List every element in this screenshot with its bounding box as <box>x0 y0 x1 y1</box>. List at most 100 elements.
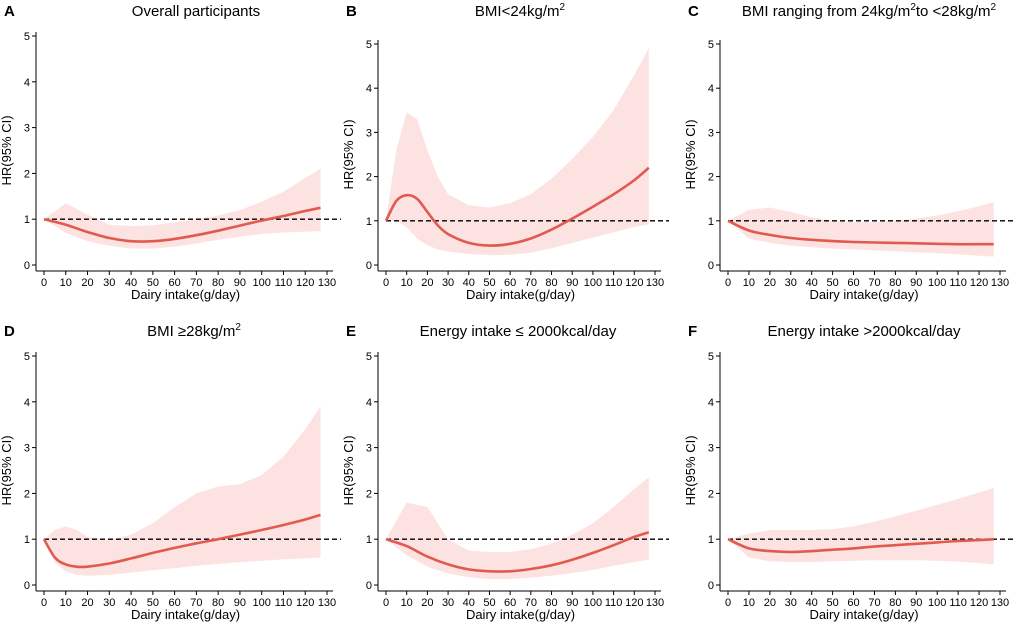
y-tick-label: 5 <box>24 351 30 363</box>
x-tick-label: 20 <box>81 597 93 609</box>
y-axis-title: HR(95% CI) <box>0 435 14 505</box>
y-tick-label: 0 <box>24 260 30 272</box>
y-axis-title: HR(95% CI) <box>341 435 356 505</box>
x-tick-label: 40 <box>806 597 818 609</box>
x-tick-label: 90 <box>566 277 578 289</box>
x-tick-label: 0 <box>725 277 731 289</box>
y-tick-label: 1 <box>366 216 372 228</box>
x-tick-label: 110 <box>275 597 293 609</box>
panel-title: BMI ranging from 24kg/m2to <28kg/m2 <box>742 2 997 20</box>
x-tick-label: 130 <box>646 277 664 289</box>
x-tick-label: 20 <box>421 597 433 609</box>
x-tick-label: 130 <box>991 277 1009 289</box>
y-tick-label: 5 <box>366 351 372 363</box>
x-tick-label: 90 <box>566 597 578 609</box>
hr-curve <box>42 513 321 569</box>
y-tick-label: 2 <box>708 488 714 500</box>
x-tick-label: 50 <box>483 277 495 289</box>
panel-letter: B <box>346 3 357 20</box>
x-tick-label: 80 <box>545 597 557 609</box>
y-tick-label: 3 <box>708 127 714 139</box>
x-tick-label: 60 <box>168 277 180 289</box>
x-tick-label: 0 <box>41 597 47 609</box>
confidence-band <box>386 477 649 579</box>
y-axis-title: HR(95% CI) <box>683 119 698 189</box>
y-tick-label: 2 <box>24 488 30 500</box>
x-tick-label: 80 <box>212 277 224 289</box>
x-tick-label: 110 <box>275 277 293 289</box>
panel-letter: E <box>346 323 356 340</box>
x-tick-label: 120 <box>625 277 643 289</box>
panel-letter: F <box>688 323 697 340</box>
x-tick-label: 90 <box>234 277 246 289</box>
hr-curve <box>384 166 650 247</box>
y-tick-label: 4 <box>708 397 714 409</box>
x-tick-label: 10 <box>743 277 755 289</box>
x-tick-label: 60 <box>168 597 180 609</box>
confidence-band <box>728 202 994 257</box>
y-tick-label: 2 <box>366 488 372 500</box>
x-axis-title: Dairy intake(g/day) <box>131 607 240 622</box>
x-tick-label: 80 <box>545 277 557 289</box>
y-tick-label: 3 <box>708 443 714 455</box>
x-tick-label: 0 <box>41 277 47 289</box>
x-tick-label: 70 <box>525 277 537 289</box>
x-tick-label: 70 <box>868 277 880 289</box>
hr-curve <box>727 219 994 246</box>
x-tick-label: 30 <box>785 597 797 609</box>
y-tick-label: 2 <box>366 172 372 184</box>
x-tick-label: 60 <box>847 277 859 289</box>
y-tick-label: 1 <box>24 214 30 226</box>
x-tick-label: 110 <box>949 277 967 289</box>
y-tick-label: 0 <box>708 580 714 592</box>
x-tick-label: 130 <box>318 277 336 289</box>
y-tick-label: 3 <box>24 123 30 135</box>
x-tick-label: 50 <box>826 597 838 609</box>
x-tick-label: 30 <box>785 277 797 289</box>
y-tick-label: 5 <box>366 39 372 51</box>
x-tick-label: 70 <box>868 597 880 609</box>
x-tick-label: 120 <box>970 277 988 289</box>
x-tick-label: 120 <box>970 597 988 609</box>
y-axis-title: HR(95% CI) <box>341 119 356 189</box>
panel-title: BMI<24kg/m2 <box>475 2 566 20</box>
x-tick-label: 100 <box>928 597 946 609</box>
x-tick-label: 30 <box>103 597 115 609</box>
y-tick-label: 3 <box>366 127 372 139</box>
x-tick-label: 10 <box>401 277 413 289</box>
y-tick-label: 3 <box>24 443 30 455</box>
y-tick-label: 1 <box>366 534 372 546</box>
panel-letter: C <box>688 3 699 20</box>
y-tick-label: 4 <box>366 83 372 95</box>
x-tick-label: 0 <box>725 597 731 609</box>
x-tick-label: 50 <box>483 597 495 609</box>
x-axis-title: Dairy intake(g/day) <box>809 607 918 622</box>
x-tick-label: 60 <box>504 277 516 289</box>
confidence-band <box>386 48 649 256</box>
y-tick-label: 1 <box>24 534 30 546</box>
y-axis-title: HR(95% CI) <box>0 115 14 185</box>
x-tick-label: 40 <box>125 277 137 289</box>
confidence-band <box>44 168 321 249</box>
x-tick-label: 110 <box>605 277 623 289</box>
y-tick-label: 4 <box>366 397 372 409</box>
y-tick-label: 0 <box>24 580 30 592</box>
x-tick-label: 30 <box>442 597 454 609</box>
x-tick-label: 110 <box>949 597 967 609</box>
x-tick-label: 10 <box>743 597 755 609</box>
x-tick-label: 90 <box>910 277 922 289</box>
y-tick-label: 4 <box>24 397 30 409</box>
y-tick-label: 3 <box>366 443 372 455</box>
y-tick-label: 5 <box>24 31 30 43</box>
x-tick-label: 130 <box>318 597 336 609</box>
x-tick-label: 0 <box>383 597 389 609</box>
x-axis-title: Dairy intake(g/day) <box>466 287 575 302</box>
x-tick-label: 20 <box>764 277 776 289</box>
x-tick-label: 130 <box>646 597 664 609</box>
x-axis-title: Dairy intake(g/day) <box>809 287 918 302</box>
x-tick-label: 40 <box>463 597 475 609</box>
